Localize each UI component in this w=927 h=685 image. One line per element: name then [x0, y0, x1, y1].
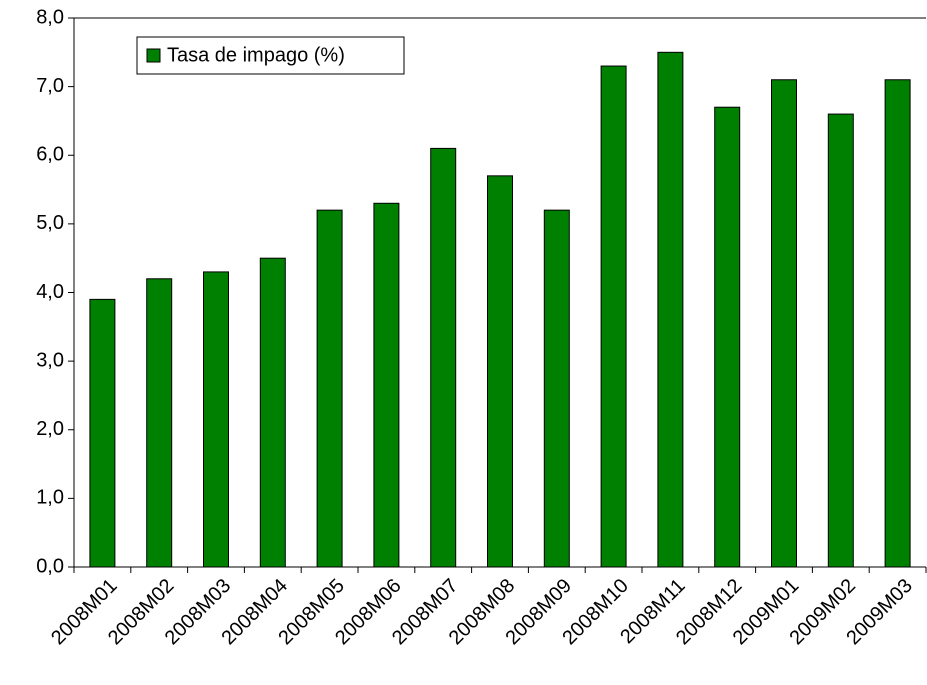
y-tick-label: 4,0 — [36, 281, 64, 303]
y-tick-label: 2,0 — [36, 418, 64, 440]
bar — [316, 209, 343, 568]
legend-box — [136, 36, 405, 75]
y-tick-label: 1,0 — [36, 487, 64, 509]
bar — [430, 147, 457, 568]
bar — [487, 175, 513, 568]
bar — [146, 278, 173, 568]
bar — [714, 106, 741, 568]
legend-swatch — [146, 48, 161, 63]
bar — [373, 202, 400, 568]
bar — [89, 298, 116, 568]
legend-label: Tasa de impago (%) — [167, 44, 345, 66]
bar — [259, 257, 286, 568]
y-tick-label: 6,0 — [36, 144, 64, 166]
bar — [600, 65, 627, 568]
bar — [884, 79, 911, 568]
bar — [657, 51, 684, 568]
y-tick-label: 5,0 — [36, 212, 64, 234]
bar — [543, 209, 570, 568]
y-tick-label: 7,0 — [36, 75, 64, 97]
y-tick-label: 3,0 — [36, 349, 64, 371]
bar — [203, 271, 229, 568]
bar — [827, 113, 854, 568]
y-tick-label: 8,0 — [36, 6, 64, 28]
bar — [771, 79, 797, 568]
y-tick-label: 0,0 — [36, 555, 64, 577]
